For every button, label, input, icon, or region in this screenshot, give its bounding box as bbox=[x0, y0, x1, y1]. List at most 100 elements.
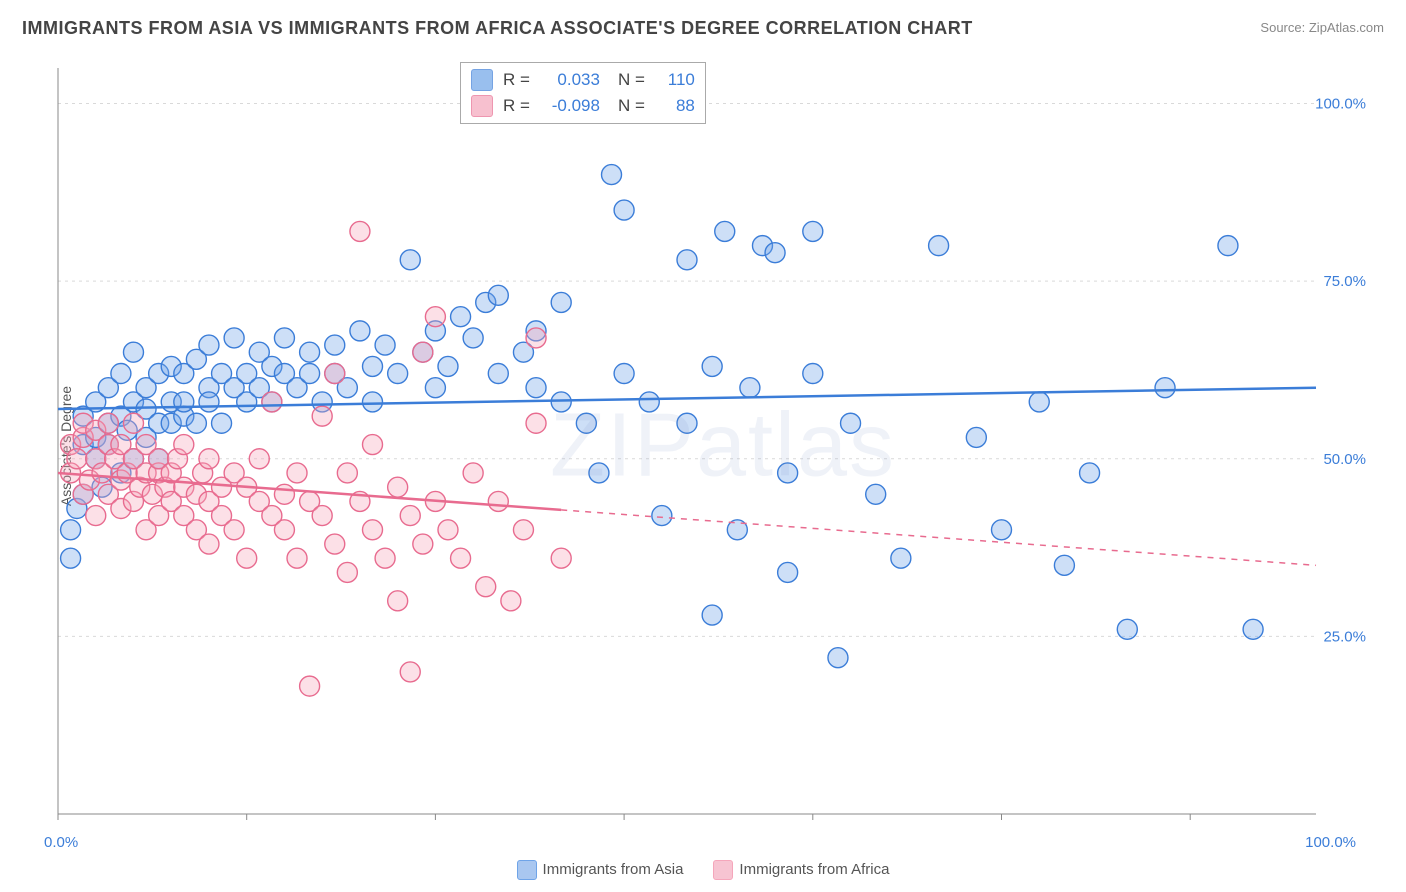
stats-R-label: R = bbox=[503, 96, 530, 116]
scatter-point bbox=[224, 520, 244, 540]
scatter-point bbox=[388, 477, 408, 497]
scatter-point bbox=[274, 484, 294, 504]
scatter-point bbox=[350, 321, 370, 341]
stats-legend-row: R =-0.098N =88 bbox=[471, 93, 695, 119]
scatter-point bbox=[992, 520, 1012, 540]
scatter-point bbox=[61, 548, 81, 568]
scatter-point bbox=[1117, 619, 1137, 639]
scatter-point bbox=[488, 364, 508, 384]
scatter-point bbox=[400, 506, 420, 526]
scatter-point bbox=[828, 648, 848, 668]
scatter-point bbox=[400, 250, 420, 270]
x-tick-min: 0.0% bbox=[44, 834, 78, 851]
scatter-point bbox=[589, 463, 609, 483]
scatter-point bbox=[67, 449, 87, 469]
legend-item: Immigrants from Asia bbox=[517, 860, 684, 880]
source-name: ZipAtlas.com bbox=[1309, 20, 1384, 35]
scatter-point bbox=[199, 534, 219, 554]
scatter-point bbox=[363, 435, 383, 455]
scatter-point bbox=[740, 378, 760, 398]
scatter-point bbox=[274, 520, 294, 540]
scatter-point bbox=[488, 491, 508, 511]
scatter-point bbox=[123, 342, 143, 362]
scatter-point bbox=[249, 449, 269, 469]
scatter-point bbox=[199, 335, 219, 355]
scatter-point bbox=[174, 392, 194, 412]
scatter-point bbox=[186, 413, 206, 433]
scatter-point bbox=[652, 506, 672, 526]
scatter-point bbox=[803, 221, 823, 241]
stats-R-label: R = bbox=[503, 70, 530, 90]
scatter-point bbox=[363, 356, 383, 376]
scatter-point bbox=[463, 328, 483, 348]
scatter-point bbox=[778, 463, 798, 483]
scatter-point bbox=[702, 356, 722, 376]
scatter-point bbox=[300, 676, 320, 696]
scatter-point bbox=[287, 463, 307, 483]
scatter-point bbox=[677, 413, 697, 433]
legend-swatch bbox=[471, 95, 493, 117]
scatter-point bbox=[476, 577, 496, 597]
scatter-point bbox=[413, 342, 433, 362]
stats-legend: R =0.033N =110R =-0.098N =88 bbox=[460, 62, 706, 124]
scatter-point bbox=[1218, 236, 1238, 256]
legend-swatch bbox=[517, 860, 537, 880]
legend-label: Immigrants from Africa bbox=[739, 861, 889, 878]
scatter-point bbox=[388, 364, 408, 384]
scatter-point bbox=[363, 520, 383, 540]
legend-item: Immigrants from Africa bbox=[713, 860, 889, 880]
scatter-point bbox=[325, 335, 345, 355]
series-immigrants-from-asia bbox=[61, 165, 1264, 668]
chart-area: 25.0%50.0%75.0%100.0% ZIPatlas R =0.033N… bbox=[50, 60, 1396, 832]
scatter-point bbox=[526, 378, 546, 398]
scatter-point bbox=[413, 534, 433, 554]
scatter-point bbox=[551, 392, 571, 412]
scatter-point bbox=[400, 662, 420, 682]
scatter-point bbox=[287, 548, 307, 568]
legend-swatch bbox=[713, 860, 733, 880]
scatter-point bbox=[677, 250, 697, 270]
scatter-point bbox=[337, 562, 357, 582]
stats-legend-row: R = 0.033 N = 110 bbox=[471, 67, 695, 93]
scatter-point bbox=[350, 221, 370, 241]
stats-N-value: 88 bbox=[655, 96, 695, 116]
scatter-point bbox=[488, 285, 508, 305]
scatter-point bbox=[111, 364, 131, 384]
scatter-point bbox=[501, 591, 521, 611]
stats-R-value: 0.033 bbox=[540, 70, 600, 90]
source-label: Source: bbox=[1260, 20, 1305, 35]
stats-N-label: N = bbox=[618, 70, 645, 90]
stats-R-value: -0.098 bbox=[540, 96, 600, 116]
legend-label: Immigrants from Asia bbox=[543, 861, 684, 878]
y-tick-label: 50.0% bbox=[1323, 451, 1366, 468]
scatter-point bbox=[551, 548, 571, 568]
scatter-point bbox=[451, 548, 471, 568]
scatter-point bbox=[224, 328, 244, 348]
scatter-point bbox=[526, 328, 546, 348]
scatter-point bbox=[300, 342, 320, 362]
scatter-point bbox=[300, 364, 320, 384]
scatter-point bbox=[337, 463, 357, 483]
bottom-legend: Immigrants from Asia Immigrants from Afri… bbox=[0, 860, 1406, 880]
chart-title: IMMIGRANTS FROM ASIA VS IMMIGRANTS FROM … bbox=[22, 18, 973, 38]
scatter-point bbox=[614, 200, 634, 220]
scatter-point bbox=[1029, 392, 1049, 412]
scatter-point bbox=[551, 292, 571, 312]
scatter-point bbox=[274, 328, 294, 348]
scatter-point bbox=[237, 548, 257, 568]
scatter-point bbox=[212, 413, 232, 433]
source: Source: ZipAtlas.com bbox=[1260, 20, 1384, 35]
scatter-point bbox=[438, 356, 458, 376]
scatter-point bbox=[199, 392, 219, 412]
trend-line-dashed bbox=[561, 510, 1316, 565]
scatter-point bbox=[702, 605, 722, 625]
scatter-point bbox=[363, 392, 383, 412]
scatter-point bbox=[576, 413, 596, 433]
stats-N-value: 110 bbox=[655, 70, 695, 90]
scatter-point bbox=[526, 413, 546, 433]
scatter-point bbox=[614, 364, 634, 384]
legend-swatch bbox=[471, 69, 493, 91]
scatter-point bbox=[388, 591, 408, 611]
scatter-point bbox=[325, 364, 345, 384]
scatter-point bbox=[1155, 378, 1175, 398]
